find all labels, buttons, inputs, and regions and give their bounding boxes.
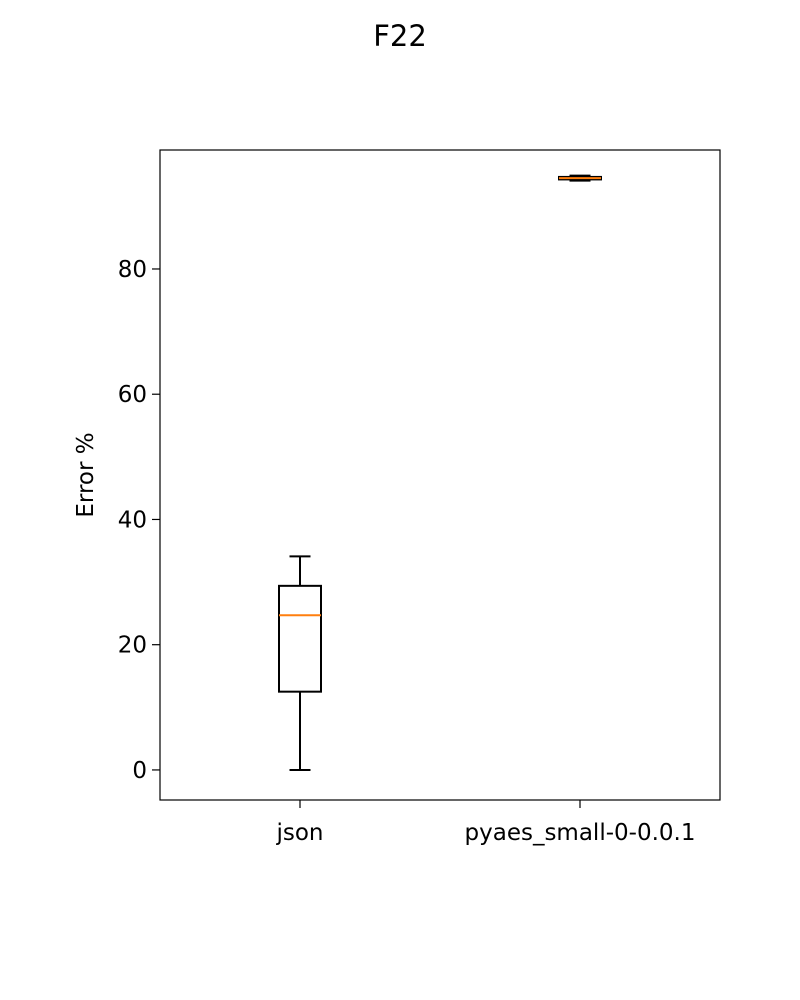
box-iqr <box>278 584 322 693</box>
x-tick-label: json <box>275 820 323 846</box>
plot-frame <box>159 149 721 801</box>
box-2 <box>558 174 602 182</box>
x-axis: json pyaes_small-0-0.0.1 <box>275 800 695 846</box>
y-axis: 0 20 40 60 80 <box>118 257 160 784</box>
boxes <box>278 174 602 771</box>
chart-title: F22 <box>373 19 427 53</box>
y-tick-label: 0 <box>132 758 147 784</box>
x-tick-label: pyaes_small-0-0.0.1 <box>465 820 696 846</box>
y-tick-label: 80 <box>118 257 147 283</box>
y-axis-label: Error % <box>73 432 99 517</box>
box-1 <box>278 555 322 771</box>
y-tick-label: 20 <box>118 633 147 659</box>
y-tick-label: 40 <box>118 507 147 533</box>
y-tick-label: 60 <box>118 382 147 408</box>
